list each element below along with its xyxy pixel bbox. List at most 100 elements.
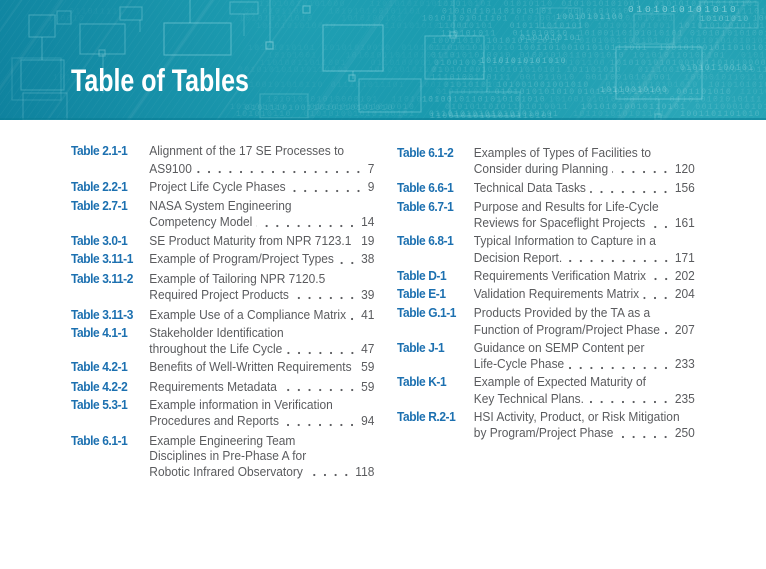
svg-text:0110100001: 0110100001 xyxy=(371,59,433,68)
svg-text:0101010100: 0101010100 xyxy=(741,52,766,61)
svg-text:10101001: 10101001 xyxy=(268,52,318,61)
svg-text:01010101010101: 01010101010101 xyxy=(588,15,675,24)
svg-text:00110010101001: 00110010101001 xyxy=(585,74,672,83)
svg-text:01101010101010010: 01101010101010010 xyxy=(310,103,415,112)
svg-text:101010101: 101010101 xyxy=(691,15,747,24)
svg-text:010101001010100101: 010101001010100101 xyxy=(304,110,416,119)
svg-text:101010110100101: 101010110100101 xyxy=(633,52,726,61)
svg-text:10101010010110101: 10101010010110101 xyxy=(581,103,686,112)
svg-text:101101010: 101101010 xyxy=(230,103,286,112)
svg-text:101010110: 101010110 xyxy=(236,110,292,119)
svg-text:001101010: 001101010 xyxy=(676,88,732,97)
svg-text:1010100101: 1010100101 xyxy=(341,15,403,24)
svg-text:1000010110110: 1000010110110 xyxy=(684,74,765,83)
svg-text:001011010: 001011010 xyxy=(520,74,576,83)
svg-text:10101010101: 10101010101 xyxy=(248,44,316,53)
svg-text:10101010: 10101010 xyxy=(700,15,750,24)
svg-text:0101010101001: 0101010101001 xyxy=(690,29,766,38)
svg-text:101101010101101: 101101010101101 xyxy=(573,110,666,119)
svg-text:010101011010: 010101011010 xyxy=(401,44,475,53)
svg-text:110101000010: 110101000010 xyxy=(705,59,766,68)
svg-text:101011010101010101: 101011010101010101 xyxy=(360,22,472,31)
svg-text:101010111010: 101010111010 xyxy=(239,15,313,24)
svg-text:0101010101010: 0101010101010 xyxy=(495,88,576,97)
svg-text:01010110: 01010110 xyxy=(504,0,554,9)
svg-text:0110101010010: 0110101010010 xyxy=(431,52,512,61)
svg-text:1001010110: 1001010110 xyxy=(753,15,766,24)
svg-text:110010101: 110010101 xyxy=(438,22,494,31)
svg-text:0011000101010101010011: 0011000101010101010011 xyxy=(695,103,766,112)
svg-text:001010110: 001010110 xyxy=(244,7,300,16)
svg-text:100110100101010111001: 100110100101010111001 xyxy=(518,44,648,53)
svg-text:01010101010101101: 01010101010101101 xyxy=(654,0,759,9)
svg-text:11010011011001: 11010011011001 xyxy=(260,59,347,68)
svg-text:01001001: 01001001 xyxy=(434,59,484,68)
svg-text:0101010101: 0101010101 xyxy=(520,34,582,43)
svg-text:010101100101: 010101100101 xyxy=(680,64,754,73)
svg-text:1010101010010: 1010101010010 xyxy=(256,22,337,31)
svg-text:1101011011: 1101011011 xyxy=(392,96,454,105)
svg-text:010101001010101010101: 010101001010101010101 xyxy=(432,66,562,75)
svg-text:110101011: 110101011 xyxy=(441,29,497,38)
svg-text:11001010101010110101: 11001010101010110101 xyxy=(430,112,554,120)
svg-text:101001001001010: 101001001001010 xyxy=(497,81,590,90)
svg-text:101001010101001010: 101001010101001010 xyxy=(549,96,661,105)
svg-text:000010001010101: 000010001010101 xyxy=(637,7,730,16)
svg-text:10101010: 10101010 xyxy=(492,59,542,68)
svg-text:10001010: 10001010 xyxy=(432,37,482,46)
svg-text:011010010: 011010010 xyxy=(513,29,569,38)
svg-text:1110100110111: 1110100110111 xyxy=(431,74,512,83)
svg-text:010101101101010101: 010101101101010101 xyxy=(442,7,554,16)
svg-text:010101010: 010101010 xyxy=(436,88,492,97)
svg-text:011010101010101010101: 011010101010101010101 xyxy=(429,110,559,119)
svg-text:101010110110101010: 101010110110101010 xyxy=(346,52,458,61)
svg-text:10101001100101: 10101001100101 xyxy=(573,37,660,46)
svg-text:101010101: 101010101 xyxy=(437,0,493,9)
svg-text:01010110101101010011: 01010110101101010011 xyxy=(445,103,569,112)
svg-text:10010011100010101: 10010011100010101 xyxy=(719,66,766,75)
svg-text:0010101010: 0010101010 xyxy=(568,7,630,16)
svg-text:010101100: 010101100 xyxy=(550,59,606,68)
svg-text:0101010101001: 0101010101001 xyxy=(561,0,642,9)
svg-text:10110010100: 10110010100 xyxy=(600,86,668,95)
svg-text:010101010101010: 010101010101010 xyxy=(606,81,699,90)
svg-text:101010101010: 101010101010 xyxy=(487,37,561,46)
svg-text:101010101010010: 101010101010010 xyxy=(610,59,703,68)
svg-text:011101011101: 011101011101 xyxy=(331,81,405,90)
svg-text:10101101011101: 10101101011101 xyxy=(422,15,509,24)
svg-text:011100101110: 011100101110 xyxy=(638,66,712,75)
svg-text:10100110101010101: 10100110101010101 xyxy=(579,29,684,38)
svg-text:101001001001: 101001001001 xyxy=(597,22,671,31)
svg-text:110101010100101: 110101010100101 xyxy=(370,0,463,9)
svg-text:011010101010101011: 011010101010101011 xyxy=(665,37,766,46)
svg-text:10101010101010: 10101010101010 xyxy=(480,57,567,66)
svg-text:11100101010110: 11100101010110 xyxy=(237,81,324,90)
svg-text:10101010010: 10101010010 xyxy=(323,44,391,53)
svg-text:101010100101101: 101010100101101 xyxy=(329,7,422,16)
svg-text:0101110101010: 0101110101010 xyxy=(510,22,591,31)
svg-text:11010010101000: 11010010101000 xyxy=(259,0,346,9)
svg-text:100010: 100010 xyxy=(48,15,85,24)
svg-text:101101010: 101101010 xyxy=(566,66,622,75)
svg-text:010101010101010: 010101010101010 xyxy=(577,88,670,97)
svg-text:1001101101010: 1001101101010 xyxy=(680,110,761,119)
svg-text:01010011010: 01010011010 xyxy=(515,15,583,24)
svg-text:01101010101010: 01101010101010 xyxy=(429,44,516,53)
svg-text:10100101101010101010: 10100101101010101010 xyxy=(422,96,546,105)
svg-text:101010101101: 101010101101 xyxy=(369,66,443,75)
svg-text:010111010011010110101010: 010111010011010110101010 xyxy=(245,104,394,113)
svg-text:01010101: 01010101 xyxy=(444,81,494,90)
svg-text:101010101010000101: 101010101010000101 xyxy=(267,96,379,105)
svg-text:100101001011010101: 100101001011010101 xyxy=(659,44,766,53)
svg-text:101011101: 101011101 xyxy=(53,74,109,83)
svg-text:001010101010110001: 001010101010110001 xyxy=(238,66,350,75)
svg-text:1110101011010101: 1110101011010101 xyxy=(736,7,766,16)
svg-text:011011111: 011011111 xyxy=(69,7,125,16)
svg-text:011010101010111: 011010101010111 xyxy=(670,96,763,105)
svg-text:0101010101010: 0101010101010 xyxy=(628,4,739,15)
svg-text:01001010110101010: 01001010110101010 xyxy=(520,52,625,61)
svg-text:10010101100: 10010101100 xyxy=(556,13,624,22)
